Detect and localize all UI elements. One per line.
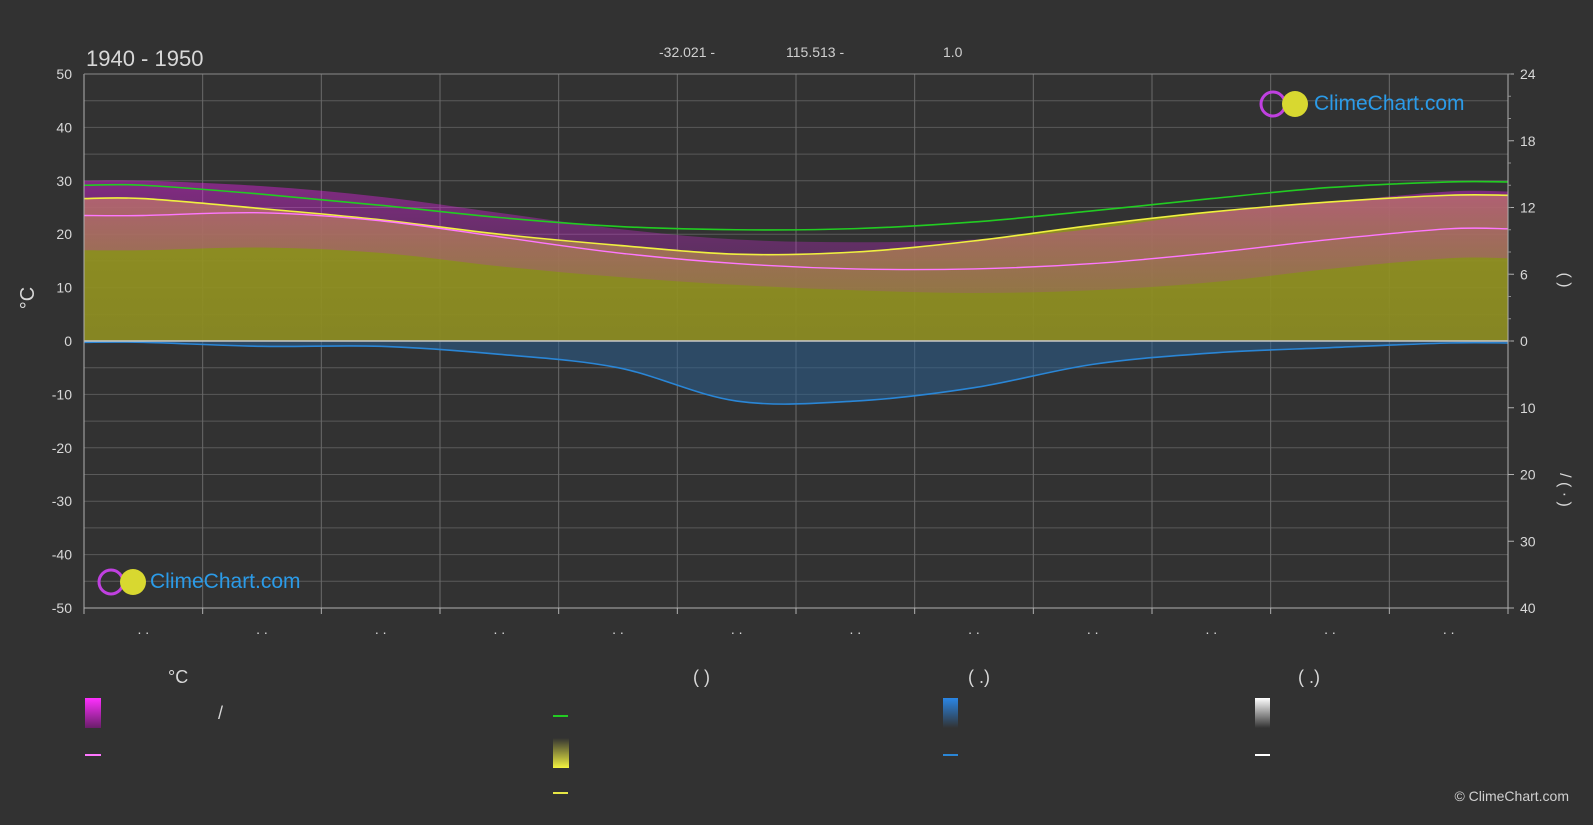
latitude-label: -32.021 - [659, 44, 716, 60]
daylight-line [83, 180, 1509, 231]
x-tick-label: . . [731, 621, 743, 637]
y-tick-left: 0 [64, 333, 72, 349]
y-tick-right: 40 [1520, 600, 1536, 616]
y-tick-left: -30 [52, 493, 72, 509]
y-tick-left: 30 [56, 173, 72, 189]
sunshine-line [83, 193, 1509, 256]
x-tick-label: . . [493, 621, 505, 637]
legend-heading-sun: ( ) [693, 667, 710, 687]
chart-areas [84, 180, 1508, 405]
chart-axes: 50 40 30 20 10 0 -10 -20 -30 -40 -50 24 18 12 6 0 10 20 30… [52, 66, 1536, 637]
x-tick-label: . . [1443, 621, 1455, 637]
logo-bottom [97, 568, 146, 596]
y-tick-right: 10 [1520, 400, 1536, 416]
x-tick-label: . . [1205, 621, 1217, 637]
chart-lines [83, 180, 1509, 405]
x-tick-label: . . [1087, 621, 1099, 637]
y-tick-left: 50 [56, 66, 72, 82]
y-tick-right: 6 [1520, 266, 1528, 282]
y-tick-right: 30 [1520, 533, 1536, 549]
x-tick-label: . . [137, 621, 149, 637]
y-tick-left: 40 [56, 119, 72, 135]
x-tick-label: . . [1324, 621, 1336, 637]
x-tick-label: . . [256, 621, 268, 637]
legend-temp-range-label: / [218, 703, 224, 723]
y-tick-right: 12 [1520, 200, 1536, 216]
y-tick-left: -20 [52, 440, 72, 456]
y-tick-left: -10 [52, 386, 72, 402]
logo-top [1259, 90, 1308, 118]
copyright: © ClimeChart.com [1454, 788, 1569, 804]
longitude-label: 115.513 - [786, 44, 845, 60]
x-tick-label: . . [849, 621, 861, 637]
legend-heading-temp: °C [168, 667, 189, 687]
precip-area [84, 341, 1508, 405]
y-axis-left-label: °C [17, 287, 39, 309]
y-tick-right: 20 [1520, 467, 1536, 483]
logo-text-bottom: ClimeChart.com [150, 570, 301, 593]
y-tick-left: -40 [52, 547, 72, 563]
y-axis-right-label-top: ( ) [1556, 272, 1573, 287]
legend-swatch-precip [943, 698, 958, 728]
y-axis-right-label-bottom: / ( · ) [1556, 473, 1573, 507]
temp-range-area [84, 180, 1508, 293]
x-tick-label: . . [968, 621, 980, 637]
x-tick-label: . . [612, 621, 624, 637]
legend-swatch-snow [1255, 698, 1270, 728]
legend-swatch-temp-range [85, 698, 101, 728]
y-tick-right: 24 [1520, 66, 1536, 82]
legend-heading-snow: ( .) [1298, 667, 1320, 687]
y-tick-left: -50 [52, 600, 72, 616]
elevation-label: 1.0 [943, 44, 963, 60]
legend-heading-rain: ( .) [968, 667, 990, 687]
y-tick-right: 0 [1520, 333, 1528, 349]
legend-swatch-sunshine [553, 738, 569, 768]
mean-temp-line [83, 211, 1509, 271]
y-tick-right: 18 [1520, 133, 1536, 149]
precip-line [83, 341, 1509, 405]
logo-text-top: ClimeChart.com [1314, 92, 1465, 115]
y-tick-left: 20 [56, 226, 72, 242]
y-tick-left: 10 [56, 280, 72, 296]
period-label: 1940 - 1950 [86, 46, 204, 71]
x-tick-label: . . [375, 621, 387, 637]
